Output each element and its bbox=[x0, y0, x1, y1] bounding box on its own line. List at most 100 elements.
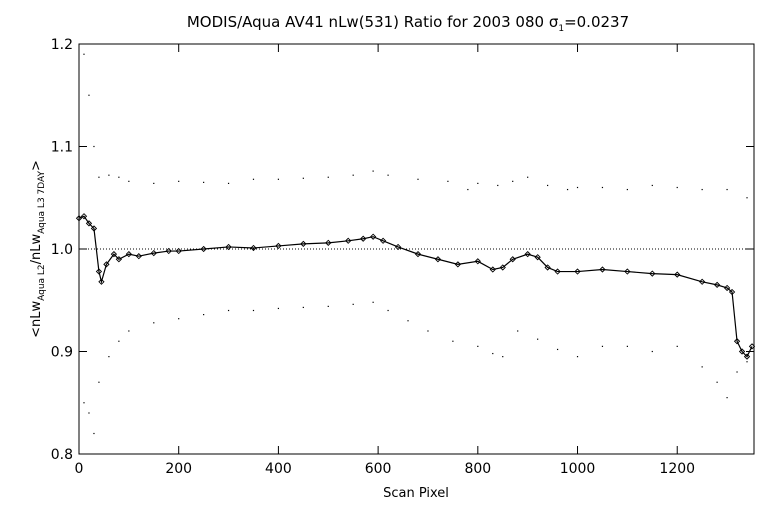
data-point bbox=[369, 233, 377, 240]
data-point bbox=[325, 239, 332, 246]
data-point bbox=[544, 264, 551, 271]
data-point bbox=[512, 180, 514, 182]
x-axis-label: Scan Pixel bbox=[383, 486, 449, 501]
data-point bbox=[327, 176, 329, 178]
data-point bbox=[599, 266, 606, 273]
series-mean-ratio bbox=[75, 213, 756, 360]
data-point bbox=[477, 345, 479, 347]
data-point bbox=[517, 330, 519, 332]
data-point bbox=[277, 307, 280, 310]
data-point bbox=[165, 247, 172, 255]
x-tick-label: 0 bbox=[75, 461, 84, 477]
y-label-sub-l2: Aqua L2 bbox=[37, 264, 47, 301]
data-point bbox=[85, 220, 93, 227]
data-point bbox=[118, 176, 120, 178]
data-point bbox=[726, 188, 728, 191]
data-point bbox=[576, 356, 579, 358]
chart-title-main: MODIS/Aqua AV41 nLw(531) Ratio for 2003 … bbox=[187, 13, 549, 31]
x-tick-label: 800 bbox=[464, 461, 491, 477]
data-point bbox=[352, 303, 354, 305]
y-label-close: > bbox=[29, 160, 44, 171]
data-point bbox=[302, 177, 304, 179]
data-point bbox=[556, 348, 559, 351]
data-point bbox=[716, 381, 718, 383]
data-point bbox=[83, 53, 85, 55]
data-point bbox=[98, 176, 100, 178]
data-point bbox=[327, 305, 329, 307]
data-point bbox=[203, 181, 205, 183]
chart-title: MODIS/Aqua AV41 nLw(531) Ratio for 2003 … bbox=[187, 13, 629, 34]
y-tick-label: 1.1 bbox=[51, 140, 73, 156]
data-point bbox=[98, 381, 100, 383]
data-point bbox=[651, 350, 653, 353]
data-point bbox=[626, 188, 628, 191]
chart-title-sigma-subscript: 1 bbox=[558, 24, 564, 34]
data-point bbox=[88, 412, 90, 414]
x-tick-label: 600 bbox=[365, 461, 392, 477]
data-point bbox=[649, 270, 656, 277]
data-point bbox=[93, 145, 95, 148]
data-point bbox=[118, 340, 120, 342]
data-point bbox=[108, 174, 110, 176]
data-point bbox=[352, 174, 354, 176]
data-point bbox=[178, 180, 180, 182]
data-point bbox=[227, 309, 230, 312]
data-point bbox=[372, 170, 374, 172]
x-tick-label: 200 bbox=[165, 461, 192, 477]
data-point bbox=[128, 180, 130, 182]
data-point bbox=[524, 250, 531, 258]
data-point bbox=[676, 186, 678, 189]
data-point bbox=[566, 188, 569, 191]
data-point bbox=[93, 432, 95, 435]
data-point bbox=[83, 402, 85, 404]
data-point bbox=[128, 330, 130, 332]
y-axis-label: <nLwAqua L2/nLwAqua L3 7DAY> bbox=[29, 160, 47, 338]
data-point bbox=[701, 188, 703, 191]
data-point bbox=[407, 320, 409, 322]
data-point bbox=[200, 245, 207, 253]
data-point bbox=[250, 244, 257, 252]
data-point bbox=[125, 250, 132, 258]
data-point bbox=[387, 174, 389, 176]
chart-title-sigma: σ bbox=[549, 13, 559, 31]
data-point bbox=[676, 345, 678, 347]
data-point bbox=[108, 356, 110, 358]
data-point bbox=[110, 250, 118, 258]
y-tick-label: 0.9 bbox=[51, 345, 73, 361]
series-lower-bound bbox=[83, 301, 748, 435]
data-point bbox=[203, 314, 205, 316]
x-tick-label: 400 bbox=[265, 461, 292, 477]
data-point bbox=[98, 278, 105, 285]
data-point bbox=[701, 366, 703, 368]
data-point bbox=[252, 309, 255, 312]
data-point bbox=[178, 318, 180, 320]
data-point bbox=[387, 309, 389, 312]
data-point bbox=[300, 240, 307, 248]
data-point bbox=[537, 338, 539, 340]
data-point bbox=[447, 180, 449, 182]
y-tick-label: 1.0 bbox=[51, 242, 73, 258]
data-point bbox=[275, 242, 282, 250]
data-point bbox=[738, 348, 746, 355]
y-label-nlw: <nLw bbox=[29, 301, 44, 338]
y-tick-label: 0.8 bbox=[51, 447, 73, 463]
y-label-sub-l3: Aqua L3 7DAY bbox=[37, 171, 47, 234]
data-point bbox=[467, 188, 469, 191]
data-point bbox=[225, 243, 232, 251]
data-point bbox=[277, 178, 280, 180]
data-point bbox=[601, 345, 604, 347]
x-tick-label: 1000 bbox=[560, 461, 596, 477]
data-point bbox=[601, 186, 604, 189]
data-point bbox=[492, 352, 494, 355]
data-point bbox=[736, 371, 738, 373]
data-point bbox=[574, 268, 581, 275]
data-point bbox=[502, 356, 504, 358]
data-point bbox=[527, 176, 529, 178]
y-label-divider: /nLw bbox=[29, 233, 44, 264]
data-point bbox=[252, 178, 255, 180]
series-upper-bound bbox=[83, 53, 748, 199]
data-point bbox=[624, 268, 631, 275]
data-point bbox=[302, 306, 304, 309]
data-point bbox=[153, 322, 155, 324]
